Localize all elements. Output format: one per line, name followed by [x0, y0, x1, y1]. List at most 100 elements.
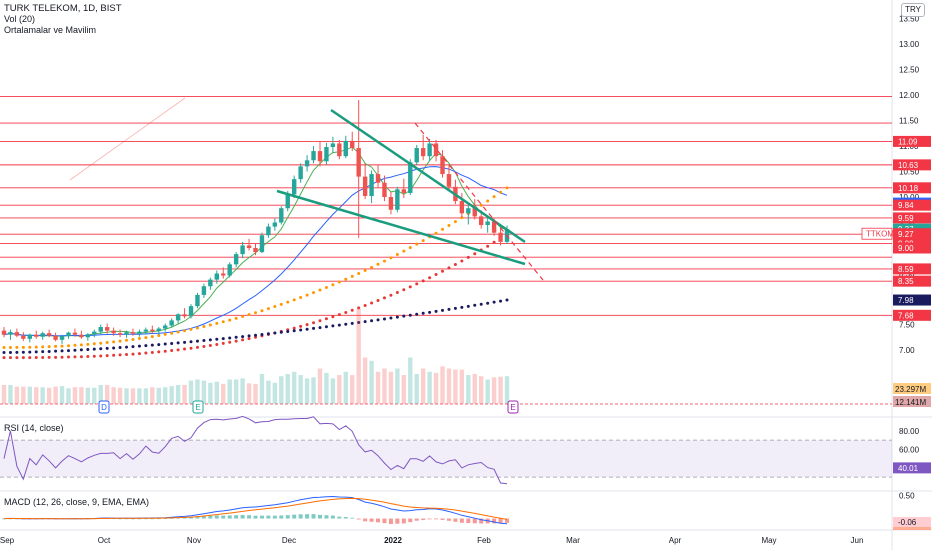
candle-body — [169, 320, 174, 326]
ma-navy-dot — [202, 339, 206, 343]
ma-orange-dot — [292, 298, 296, 302]
ma-red-dot — [473, 252, 477, 256]
ma-red-dot — [447, 266, 451, 270]
candle-body — [188, 306, 194, 317]
volume-bar — [337, 375, 342, 404]
ma-orange-dot — [305, 293, 309, 297]
ma-orange-dot — [492, 195, 496, 199]
ma-navy-dot — [370, 319, 374, 323]
volume-bar — [130, 388, 136, 404]
ma-orange-dot — [125, 338, 129, 342]
volume-bar — [221, 383, 226, 404]
volume-bar — [375, 371, 381, 404]
ma-navy-dot — [505, 298, 509, 302]
candle-body — [388, 197, 394, 210]
candle-body — [53, 335, 58, 340]
volume-bar — [246, 383, 252, 404]
ma-orange-dot — [273, 305, 277, 309]
x-tick-label: 2022 — [384, 536, 402, 545]
y-tick-label: 10.00 — [899, 193, 920, 202]
macd-histogram-bar — [292, 514, 297, 519]
ma-navy-dot — [157, 343, 161, 347]
ma-navy-dot — [273, 331, 277, 335]
ma-navy-dot — [492, 300, 496, 304]
ma-red-dot — [382, 296, 386, 300]
ma-orange-dot — [8, 345, 12, 349]
volume-bar — [188, 380, 194, 404]
ma-orange-dot — [486, 199, 490, 203]
macd-histogram-bar — [143, 518, 148, 520]
macd-histogram-bar — [221, 515, 226, 519]
price-tag-label: 8.35 — [898, 277, 914, 286]
volume-tag — [893, 396, 931, 407]
symbol-title[interactable]: TURK TELEKOM, 1D, BIST — [4, 3, 122, 14]
ma-red-dot — [47, 355, 51, 359]
ma-red-dot — [395, 291, 399, 295]
candle-body — [208, 279, 213, 287]
macd-histogram-bar — [466, 518, 471, 524]
ma-navy-dot — [183, 340, 187, 344]
ma-navy-dot — [215, 337, 219, 341]
volume-label[interactable]: Vol (20) — [4, 14, 36, 24]
volume-tag-label: 23.297M — [895, 385, 926, 394]
ma-red-dot — [453, 262, 457, 266]
x-tick-label: Nov — [187, 536, 201, 545]
ma-navy-dot — [254, 333, 257, 337]
candle-body — [175, 314, 181, 321]
macd-histogram-bar — [324, 515, 329, 519]
price-tag — [893, 159, 931, 171]
ma-orange-dot — [195, 326, 199, 330]
candle-body — [311, 151, 316, 161]
volume-bar — [79, 387, 84, 404]
ma-orange-dot — [350, 274, 354, 278]
macd-histogram-bar — [440, 518, 445, 520]
macd-histogram-bar — [137, 518, 142, 520]
x-tick-label: Oct — [98, 536, 111, 545]
rsi-band — [0, 440, 892, 478]
ma-red-dot — [466, 255, 470, 259]
ma-navy-dot — [299, 328, 303, 332]
symbol-tag — [861, 227, 893, 240]
candle-body — [291, 179, 297, 195]
ma-navy-dot — [312, 326, 316, 330]
ma-red-dot — [137, 352, 141, 356]
ma-red-dot — [189, 346, 193, 350]
ma-orange-dot — [421, 239, 425, 243]
ma-orange-dot — [150, 335, 154, 339]
price-tag — [893, 309, 931, 321]
indicator-label[interactable]: Ortalamalar ve Mavilim — [4, 25, 97, 35]
ma-orange-dot — [41, 345, 45, 349]
ma-red-dot — [157, 350, 161, 354]
macd-legend[interactable]: MACD (12, 26, close, 9, EMA, EMA) — [4, 497, 150, 507]
ma-red-dot — [41, 355, 45, 359]
ma-red-dot — [105, 354, 109, 358]
ma-red-dot — [125, 353, 129, 357]
ma-red-dot — [460, 259, 464, 263]
volume-bar — [272, 382, 278, 404]
candle-body — [266, 226, 271, 236]
macd-histogram-bar — [317, 514, 322, 519]
volume-bar — [8, 385, 13, 404]
x-tick-label: Feb — [477, 536, 491, 545]
candle-body — [156, 328, 161, 332]
ma-orange-dot — [460, 216, 464, 220]
candle-body — [259, 235, 265, 253]
ma-red-dot — [344, 310, 348, 314]
ma-orange-dot — [337, 280, 341, 284]
ma-navy-dot — [453, 306, 457, 310]
ma-navy-dot — [241, 335, 245, 339]
ma-orange-dot — [402, 249, 406, 253]
macd-value-tag — [893, 527, 931, 530]
ma-red-dot — [34, 356, 38, 360]
candle-body — [285, 194, 290, 209]
ma-orange-dot — [228, 318, 232, 322]
candle-body — [298, 166, 303, 180]
ma-navy-dot — [350, 321, 354, 325]
volume-bar — [414, 374, 419, 404]
volume-bar — [285, 374, 290, 404]
ma-orange-dot — [453, 220, 457, 224]
rsi-legend[interactable]: RSI (14, close) — [4, 423, 64, 433]
candle-body — [459, 201, 465, 214]
currency-badge[interactable]: TRY — [901, 3, 925, 17]
macd-histogram-bar — [350, 517, 355, 519]
